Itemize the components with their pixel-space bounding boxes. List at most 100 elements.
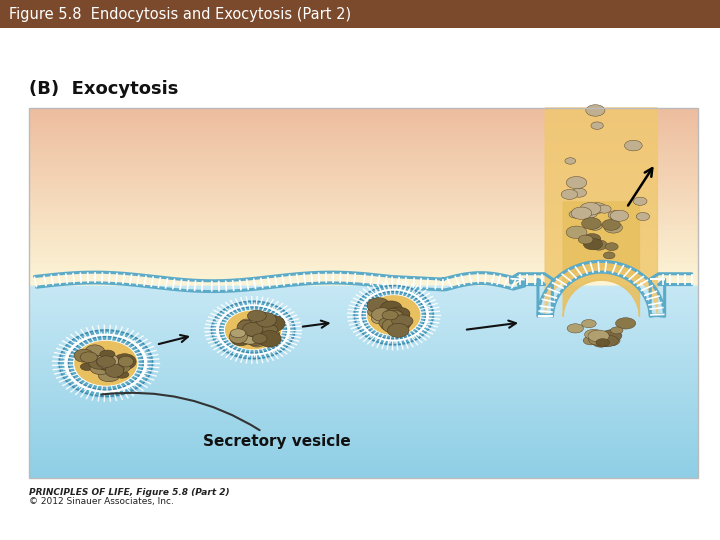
Ellipse shape xyxy=(85,345,105,360)
Ellipse shape xyxy=(368,306,389,318)
Ellipse shape xyxy=(113,354,136,370)
Ellipse shape xyxy=(372,314,387,324)
Ellipse shape xyxy=(611,327,623,334)
Ellipse shape xyxy=(96,353,119,369)
Ellipse shape xyxy=(59,330,153,396)
Ellipse shape xyxy=(102,356,118,367)
Ellipse shape xyxy=(565,158,576,164)
Ellipse shape xyxy=(392,315,413,327)
Ellipse shape xyxy=(582,320,596,328)
Ellipse shape xyxy=(601,330,622,341)
Text: Secretory vesicle: Secretory vesicle xyxy=(102,393,351,449)
Ellipse shape xyxy=(244,331,266,346)
Ellipse shape xyxy=(379,317,399,329)
Ellipse shape xyxy=(258,330,281,347)
Ellipse shape xyxy=(241,322,264,336)
Ellipse shape xyxy=(561,190,577,199)
Ellipse shape xyxy=(598,335,618,346)
Ellipse shape xyxy=(569,211,582,218)
Ellipse shape xyxy=(616,318,636,329)
Ellipse shape xyxy=(216,305,290,355)
Text: © 2012 Sinauer Associates, Inc.: © 2012 Sinauer Associates, Inc. xyxy=(29,497,174,505)
Ellipse shape xyxy=(634,197,647,205)
Ellipse shape xyxy=(583,238,603,250)
Ellipse shape xyxy=(96,357,116,370)
Ellipse shape xyxy=(81,363,94,370)
Ellipse shape xyxy=(118,356,133,367)
Ellipse shape xyxy=(388,312,403,320)
Ellipse shape xyxy=(388,316,410,331)
Ellipse shape xyxy=(572,188,587,197)
Ellipse shape xyxy=(387,307,410,320)
Ellipse shape xyxy=(243,324,262,336)
Ellipse shape xyxy=(225,310,282,349)
Ellipse shape xyxy=(90,362,111,375)
Ellipse shape xyxy=(589,334,608,345)
Ellipse shape xyxy=(595,339,608,346)
Ellipse shape xyxy=(93,355,114,372)
Ellipse shape xyxy=(239,330,261,344)
Ellipse shape xyxy=(604,222,622,233)
Ellipse shape xyxy=(367,298,390,313)
Ellipse shape xyxy=(588,202,606,213)
Ellipse shape xyxy=(583,234,600,244)
Ellipse shape xyxy=(608,211,624,220)
Ellipse shape xyxy=(382,319,395,328)
Ellipse shape xyxy=(578,235,593,244)
Ellipse shape xyxy=(362,292,426,339)
Ellipse shape xyxy=(243,324,262,335)
Ellipse shape xyxy=(212,301,295,359)
Ellipse shape xyxy=(261,329,280,339)
Ellipse shape xyxy=(384,320,403,332)
Ellipse shape xyxy=(598,205,611,213)
Text: Figure 5.8  Endocytosis and Exocytosis (Part 2): Figure 5.8 Endocytosis and Exocytosis (P… xyxy=(9,6,351,22)
Ellipse shape xyxy=(577,206,598,219)
Ellipse shape xyxy=(588,330,609,342)
Ellipse shape xyxy=(74,341,138,386)
Ellipse shape xyxy=(391,308,410,321)
Ellipse shape xyxy=(99,358,116,371)
Ellipse shape xyxy=(595,338,611,347)
Ellipse shape xyxy=(595,339,609,346)
Ellipse shape xyxy=(242,322,261,333)
Ellipse shape xyxy=(262,315,285,332)
Ellipse shape xyxy=(99,370,120,382)
Ellipse shape xyxy=(99,360,113,367)
Ellipse shape xyxy=(586,105,605,116)
Ellipse shape xyxy=(80,352,97,362)
Ellipse shape xyxy=(115,371,129,378)
Ellipse shape xyxy=(388,316,405,327)
Ellipse shape xyxy=(230,329,246,338)
Ellipse shape xyxy=(367,295,420,335)
Ellipse shape xyxy=(567,324,583,333)
Ellipse shape xyxy=(89,355,110,369)
Ellipse shape xyxy=(237,320,256,334)
Ellipse shape xyxy=(600,335,620,346)
Ellipse shape xyxy=(593,338,609,347)
Ellipse shape xyxy=(248,333,266,347)
Ellipse shape xyxy=(354,286,433,345)
Ellipse shape xyxy=(359,289,429,342)
Ellipse shape xyxy=(596,339,610,346)
Ellipse shape xyxy=(566,177,587,189)
Ellipse shape xyxy=(252,334,267,343)
Ellipse shape xyxy=(95,358,114,368)
Ellipse shape xyxy=(229,330,248,343)
Ellipse shape xyxy=(582,218,601,230)
Ellipse shape xyxy=(224,310,282,350)
Ellipse shape xyxy=(240,319,254,329)
Ellipse shape xyxy=(580,202,601,215)
Ellipse shape xyxy=(352,287,436,347)
Ellipse shape xyxy=(256,313,276,327)
Ellipse shape xyxy=(583,336,598,345)
Text: PRINCIPLES OF LIFE, Figure 5.8 (Part 2): PRINCIPLES OF LIFE, Figure 5.8 (Part 2) xyxy=(29,488,230,497)
Ellipse shape xyxy=(101,353,115,363)
Ellipse shape xyxy=(253,330,272,341)
Ellipse shape xyxy=(248,310,266,322)
Ellipse shape xyxy=(73,340,138,387)
Ellipse shape xyxy=(593,339,606,346)
Ellipse shape xyxy=(220,307,287,353)
Ellipse shape xyxy=(366,294,421,336)
Ellipse shape xyxy=(571,207,592,219)
Ellipse shape xyxy=(384,312,402,322)
